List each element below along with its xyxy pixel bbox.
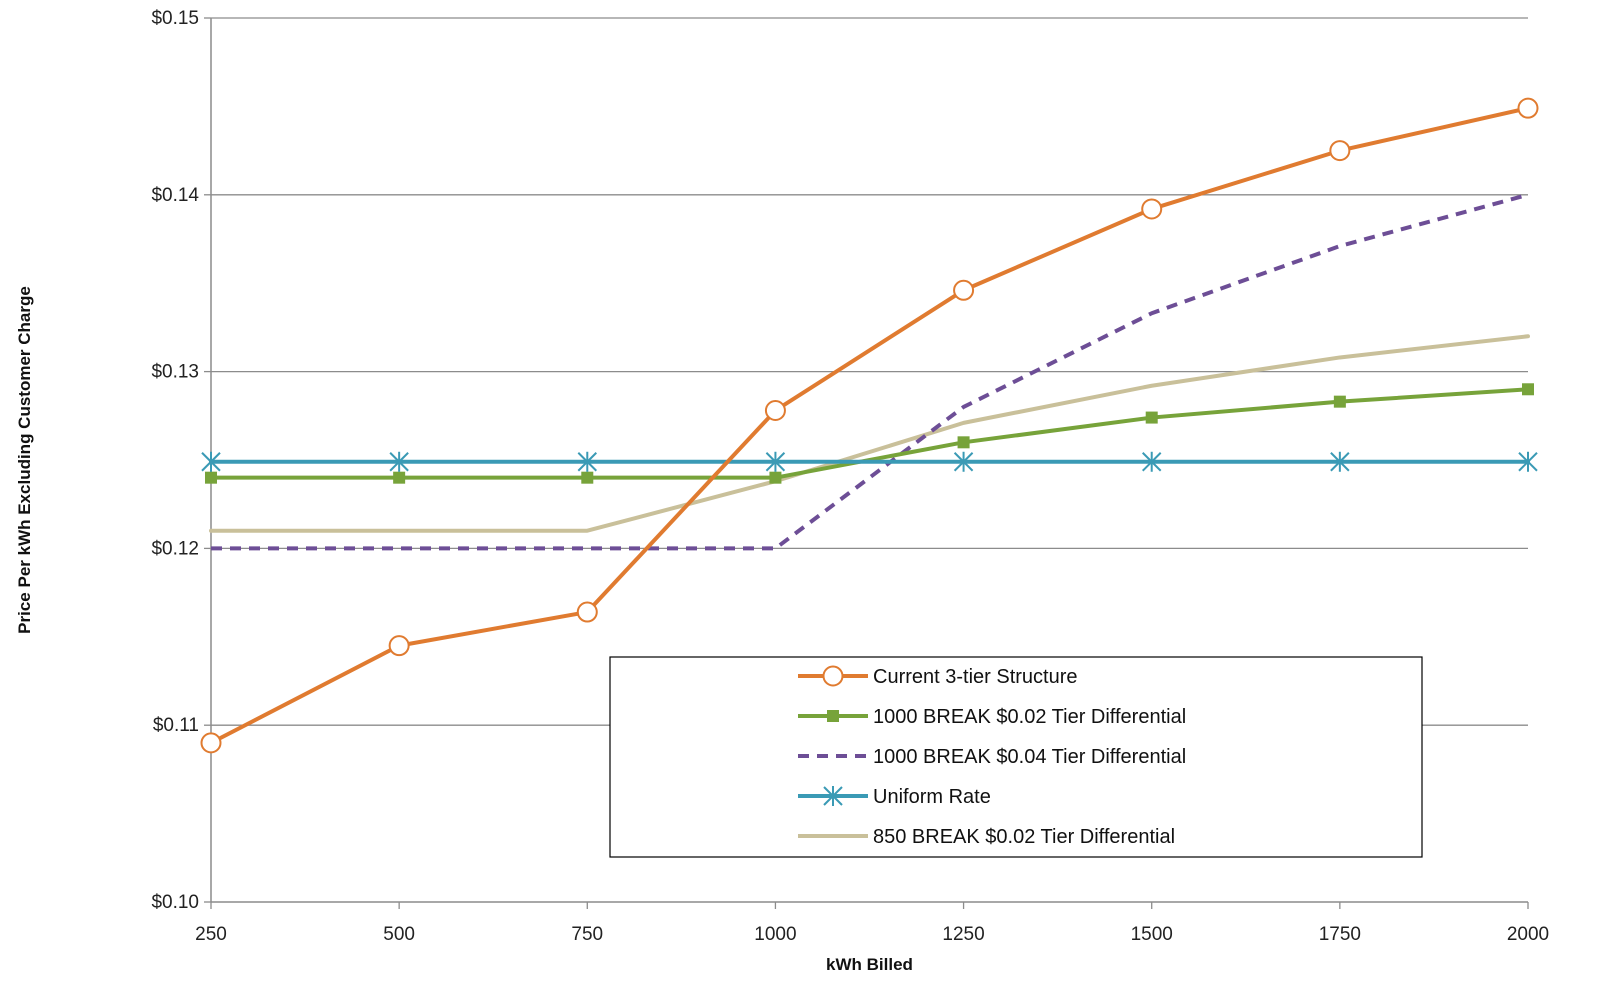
series-3 xyxy=(211,192,1529,551)
x-tick-label: 1500 xyxy=(1131,924,1173,945)
legend-box xyxy=(609,656,1423,858)
series-1-point xyxy=(953,279,975,301)
series-1-point xyxy=(1517,97,1539,119)
series-1-point xyxy=(764,399,786,421)
legend-label: Uniform Rate xyxy=(873,786,991,808)
legend-item: 850 BREAK $0.02 Tier Differential xyxy=(798,826,1175,848)
series-4-point xyxy=(1330,451,1350,472)
series-2-point xyxy=(1522,383,1534,396)
legend: Current 3-tier Structure 1000 BREAK $0.02… xyxy=(609,656,1423,858)
legend-item: 1000 BREAK $0.02 Tier Differential xyxy=(798,706,1186,728)
series-1-point xyxy=(388,635,410,657)
legend-item: 1000 BREAK $0.04 Tier Differential xyxy=(798,746,1186,768)
series-1-line xyxy=(209,106,1530,745)
legend-item: Current 3-tier Structure xyxy=(798,665,1078,688)
y-tick-label: $0.10 xyxy=(151,892,199,913)
x-tick-label: 750 xyxy=(571,924,603,945)
series-2-point xyxy=(1333,395,1346,408)
series-2-point xyxy=(393,471,406,484)
series-4 xyxy=(201,451,1538,472)
y-tick-label: $0.12 xyxy=(151,538,199,559)
y-tick-label: $0.15 xyxy=(151,8,199,29)
legend-swatch-marker xyxy=(822,665,844,687)
series-4-point xyxy=(577,451,597,472)
series-1 xyxy=(200,97,1539,754)
legend-item: Uniform Rate xyxy=(798,786,991,808)
series-2-line xyxy=(209,387,1530,480)
x-tick-label: 1000 xyxy=(754,924,796,945)
series-2 xyxy=(205,383,1534,484)
series-2-point xyxy=(581,471,594,484)
series-4-point xyxy=(1518,451,1538,472)
series-1-point xyxy=(1329,140,1351,162)
series-2-point xyxy=(957,436,970,449)
y-tick-labels: $0.10 $0.11 $0.12 $0.13 $0.14 $0.15 xyxy=(151,8,199,913)
legend-label: 1000 BREAK $0.04 Tier Differential xyxy=(873,746,1186,768)
series-2-point xyxy=(769,471,782,484)
series-2-point xyxy=(1145,411,1158,424)
x-tick-label: 1750 xyxy=(1319,924,1361,945)
series-4-point xyxy=(1142,451,1162,472)
series-5-line xyxy=(209,334,1530,533)
legend-swatch-marker xyxy=(823,786,843,806)
series-2-point xyxy=(205,471,217,484)
series-group xyxy=(200,97,1539,754)
series-4-point xyxy=(389,451,409,472)
y-tick-label: $0.11 xyxy=(153,715,199,736)
legend-swatch-marker xyxy=(827,710,839,722)
series-4-point xyxy=(765,451,786,472)
gridlines xyxy=(211,17,1528,726)
series-3-line xyxy=(211,192,1529,551)
x-tick-labels: 250 500 750 1000 1250 1500 1750 2000 xyxy=(195,924,1549,945)
series-4-point xyxy=(953,451,974,472)
y-axis-title: Price Per kWh Excluding Customer Charge xyxy=(15,286,34,634)
series-4-point xyxy=(201,451,221,472)
series-1-point xyxy=(576,601,598,623)
x-tick-label: 1250 xyxy=(942,924,984,945)
x-tick-label: 250 xyxy=(195,924,227,945)
legend-label: 850 BREAK $0.02 Tier Differential xyxy=(873,826,1175,848)
series-5 xyxy=(209,334,1530,533)
x-axis-title: kWh Billed xyxy=(826,955,913,974)
series-1-point xyxy=(200,732,222,754)
y-tick-label: $0.13 xyxy=(151,362,199,383)
x-tick-label: 2000 xyxy=(1507,924,1549,945)
legend-label: 1000 BREAK $0.02 Tier Differential xyxy=(873,706,1186,728)
legend-label: Current 3-tier Structure xyxy=(873,666,1078,688)
x-tick-label: 500 xyxy=(383,924,415,945)
series-1-point xyxy=(1141,198,1163,220)
y-tick-label: $0.14 xyxy=(151,185,199,206)
